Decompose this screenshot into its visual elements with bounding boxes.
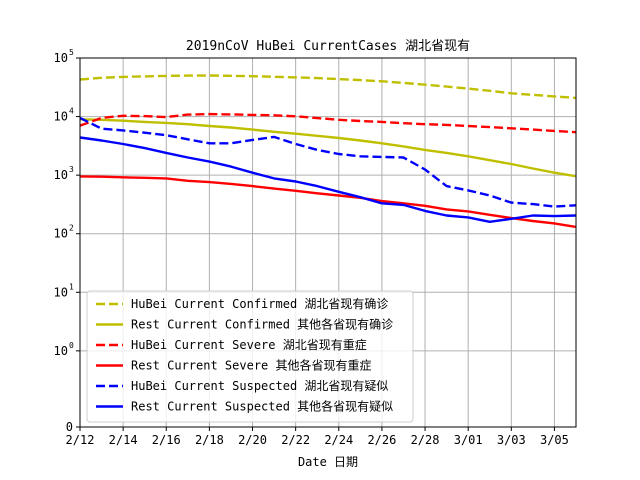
plot-frame	[79, 57, 577, 428]
x-tick-label: 2/18	[195, 433, 224, 447]
y-tick-label: 10	[54, 51, 68, 65]
y-tick-label: 10	[54, 285, 68, 299]
y-tick-label: 10	[54, 110, 68, 124]
legend-label: Rest Current Confirmed 其他各省现有确诊	[131, 317, 393, 332]
y-tick-exponent: 0	[69, 341, 74, 350]
series-lines	[80, 74, 576, 229]
series-line-3	[80, 175, 576, 229]
x-tick-label: 3/03	[497, 433, 526, 447]
y-tick-label: 10	[54, 168, 68, 182]
x-tick-label: 2/12	[66, 433, 95, 447]
y-tick-label: 10	[54, 227, 68, 241]
x-axis-label: Date 日期	[298, 455, 358, 469]
x-tick-label: 2/16	[152, 433, 181, 447]
legend-box	[86, 290, 414, 423]
series-line-5	[80, 136, 576, 224]
legend-label: HuBei Current Suspected 湖北省现有疑似	[131, 378, 388, 393]
y-tick-label: 0	[66, 420, 73, 434]
series-line-4	[80, 116, 576, 208]
x-tick-label: 3/01	[454, 433, 483, 447]
series-line-1	[80, 118, 576, 178]
x-tick-label: 2/22	[281, 433, 310, 447]
legend-label: HuBei Current Severe 湖北省现有重症	[131, 337, 367, 352]
x-tick-label: 2/28	[411, 433, 440, 447]
legend-label: HuBei Current Confirmed 湖北省现有确诊	[131, 296, 388, 311]
y-tick-exponent: 5	[69, 48, 74, 57]
legend-label: Rest Current Severe 其他各省现有重症	[131, 358, 372, 373]
legend: HuBei Current Confirmed 湖北省现有确诊 Rest Curr…	[86, 290, 414, 423]
y-tick-exponent: 2	[69, 224, 74, 233]
series-line-0	[80, 74, 576, 100]
x-tick-label: 2/24	[324, 433, 353, 447]
x-tick-label: 2/20	[238, 433, 267, 447]
y-tick-exponent: 4	[69, 107, 74, 116]
x-axis-ticks: 2/12 2/14 2/16 2/18 2/20 2/22 2/24 2/26 2/28 3/01…	[66, 427, 569, 447]
legend-label: Rest Current Suspected 其他各省现有疑似	[131, 399, 393, 414]
y-tick-label: 10	[54, 344, 68, 358]
x-tick-label: 2/26	[367, 433, 396, 447]
series-line-2	[80, 112, 576, 134]
y-tick-exponent: 3	[69, 165, 74, 174]
x-tick-label: 3/05	[540, 433, 569, 447]
chart-title: 2019nCoV HuBei CurrentCases 湖北省现有	[186, 39, 470, 54]
x-tick-label: 2/14	[109, 433, 138, 447]
y-tick-exponent: 1	[69, 282, 74, 291]
